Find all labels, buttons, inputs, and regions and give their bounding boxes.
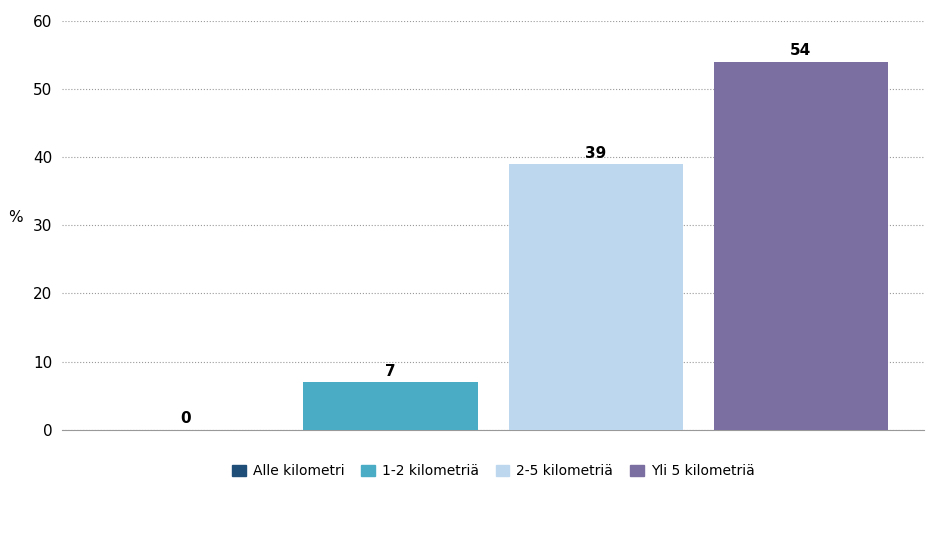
Legend: Alle kilometri, 1-2 kilometriä, 2-5 kilometriä, Yli 5 kilometriä: Alle kilometri, 1-2 kilometriä, 2-5 kilo…: [226, 459, 760, 484]
Text: 54: 54: [791, 44, 811, 59]
Bar: [509, 164, 683, 430]
Bar: [714, 62, 888, 430]
Bar: [303, 382, 478, 430]
Y-axis label: %: %: [8, 210, 23, 225]
Text: 7: 7: [385, 364, 396, 379]
Text: 39: 39: [585, 146, 607, 161]
Text: 0: 0: [180, 411, 191, 426]
